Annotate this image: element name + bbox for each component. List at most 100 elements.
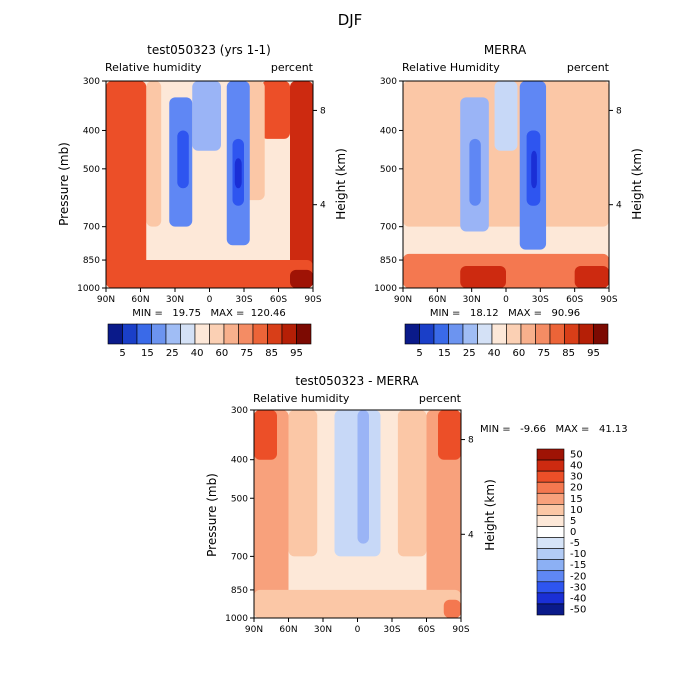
y-tick-label: 850 bbox=[83, 256, 100, 266]
colorbar-label: -50 bbox=[570, 604, 586, 615]
y-axis-title: Pressure (mb) bbox=[57, 142, 71, 226]
colorbar-swatch bbox=[223, 323, 239, 345]
colorbar-swatch bbox=[419, 323, 435, 345]
y-tick-label: 700 bbox=[380, 223, 397, 233]
panel-title: test050323 (yrs 1-1) bbox=[147, 43, 271, 57]
colorbar-swatch bbox=[491, 323, 507, 345]
colorbar-label: 50 bbox=[570, 450, 583, 461]
x-tick-label: 0 bbox=[355, 625, 361, 635]
x-tick-label: 90S bbox=[600, 295, 617, 305]
height-tick-label: 8 bbox=[468, 436, 474, 446]
colorbar-label: 60 bbox=[216, 348, 229, 359]
contour-region bbox=[106, 81, 147, 288]
colorbar-swatch bbox=[107, 323, 123, 345]
colorbar-swatch bbox=[151, 323, 167, 345]
colorbar-swatch bbox=[564, 323, 580, 345]
y-axis-right-title: Height (km) bbox=[630, 148, 644, 219]
colorbar-swatch bbox=[578, 323, 594, 345]
colorbar-swatch bbox=[506, 323, 522, 345]
x-tick-label: 60N bbox=[279, 625, 297, 635]
panel-merra: MERRA Relative Humidity percent 90N 60N 30… bbox=[374, 43, 644, 359]
y-tick-label: 1000 bbox=[374, 284, 397, 294]
variable-label: Relative humidity bbox=[105, 61, 202, 74]
colorbar-label: 10 bbox=[570, 505, 583, 516]
variable-label: Relative humidity bbox=[253, 392, 350, 405]
colorbar-label: -5 bbox=[570, 538, 580, 549]
colorbar-swatch bbox=[404, 323, 420, 345]
x-tick-label: 30N bbox=[463, 295, 481, 305]
colorbar-label: 40 bbox=[570, 461, 583, 472]
x-tick-label: 90N bbox=[245, 625, 263, 635]
x-tick-label: 30N bbox=[314, 625, 332, 635]
colorbar-swatch bbox=[477, 323, 493, 345]
colorbar: 5 15 25 40 60 75 85 95 bbox=[107, 323, 312, 359]
contour-region bbox=[357, 410, 369, 544]
stats-text: MIN = 19.75 MAX = 120.46 bbox=[132, 308, 286, 319]
colorbar-label: -15 bbox=[570, 560, 586, 571]
contour-region bbox=[469, 138, 481, 206]
contour-region bbox=[574, 266, 609, 288]
x-tick-label: 90N bbox=[97, 295, 115, 305]
colorbar-label: 40 bbox=[488, 348, 501, 359]
colorbar-swatch bbox=[536, 459, 565, 472]
plot-area: 90N 60N 30N 0 30S 60S 90S 300 400 500 700 850 1000 8 4 bbox=[374, 77, 622, 305]
contour-region bbox=[443, 599, 461, 618]
y-tick-label: 850 bbox=[231, 586, 248, 596]
height-tick-label: 4 bbox=[320, 201, 326, 211]
colorbar-label: 30 bbox=[570, 472, 583, 483]
x-tick-label: 60S bbox=[270, 295, 287, 305]
contour-region bbox=[288, 410, 318, 557]
units-label: percent bbox=[419, 392, 462, 405]
colorbar: 5 15 25 40 60 75 85 95 bbox=[404, 323, 609, 359]
panel-title: MERRA bbox=[484, 43, 527, 57]
colorbar-swatch bbox=[536, 559, 565, 572]
variable-label: Relative Humidity bbox=[402, 61, 500, 74]
contour-region bbox=[254, 410, 277, 460]
colorbar-swatch bbox=[593, 323, 609, 345]
contour-region bbox=[494, 81, 518, 151]
colorbar-swatch bbox=[238, 323, 254, 345]
y-tick-label: 700 bbox=[231, 552, 248, 562]
stats-text: MIN = -9.66 MAX = 41.13 bbox=[480, 424, 628, 435]
height-tick-label: 8 bbox=[320, 106, 326, 116]
x-tick-label: 90N bbox=[394, 295, 412, 305]
x-tick-label: 60N bbox=[131, 295, 149, 305]
colorbar-swatch bbox=[536, 548, 565, 560]
plot-area: 90N 60N 30N 0 30S 60S 90S 300 400 500 700 850 1000 8 4 bbox=[225, 406, 474, 635]
colorbar-label: 85 bbox=[562, 348, 575, 359]
x-tick-label: 60S bbox=[418, 625, 435, 635]
x-tick-label: 30S bbox=[383, 625, 400, 635]
plot-area: 90N 60N 30N 0 30S 60S 90S 300 400 500 700 850 1000 8 4 bbox=[77, 77, 326, 305]
colorbar-swatch bbox=[536, 592, 565, 605]
height-tick-label: 8 bbox=[616, 106, 622, 116]
colorbar-swatch bbox=[536, 570, 565, 583]
colorbar-swatch bbox=[536, 492, 565, 505]
colorbar-label: 5 bbox=[119, 348, 125, 359]
colorbar-swatch bbox=[536, 448, 565, 461]
colorbar-swatch bbox=[433, 323, 449, 345]
colorbar-label: 15 bbox=[141, 348, 154, 359]
y-tick-label: 500 bbox=[231, 494, 248, 504]
colorbar-swatch bbox=[296, 323, 312, 345]
colorbar-swatch bbox=[536, 470, 565, 483]
stats-text: MIN = 18.12 MAX = 90.96 bbox=[430, 308, 580, 319]
y-axis-title: Pressure (mb) bbox=[205, 473, 219, 557]
y-tick-label: 500 bbox=[83, 165, 100, 175]
colorbar-label: 75 bbox=[240, 348, 253, 359]
colorbar-label: 0 bbox=[570, 527, 576, 538]
colorbar-label: -30 bbox=[570, 582, 586, 593]
colorbar-swatch bbox=[536, 603, 565, 616]
colorbar-swatch bbox=[536, 515, 565, 527]
colorbar-swatch bbox=[209, 323, 225, 345]
contour-region bbox=[234, 158, 242, 189]
colorbar-label: -40 bbox=[570, 593, 586, 604]
colorbar-swatch bbox=[536, 504, 565, 516]
y-tick-label: 300 bbox=[231, 406, 248, 416]
x-tick-label: 30N bbox=[166, 295, 184, 305]
contour-region bbox=[254, 410, 289, 618]
colorbar-label: -10 bbox=[570, 549, 586, 560]
y-tick-label: 300 bbox=[83, 77, 100, 87]
y-tick-label: 400 bbox=[83, 126, 100, 136]
units-label: percent bbox=[271, 61, 314, 74]
